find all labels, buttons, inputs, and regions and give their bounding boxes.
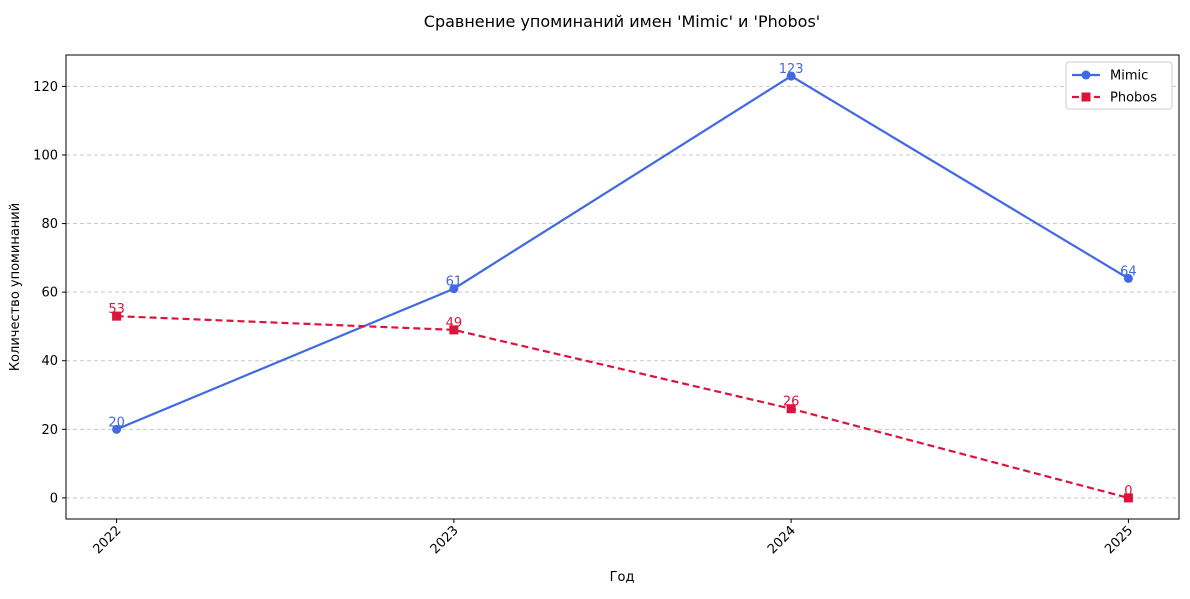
y-axis-label: Количество упоминаний [8, 203, 23, 371]
marker [449, 325, 459, 335]
marker [1123, 273, 1133, 283]
x-tick-label: 2024 [765, 523, 799, 557]
y-tick-label: 40 [41, 354, 58, 369]
x-tick-label: 2023 [428, 523, 462, 557]
data-label: 26 [783, 395, 800, 410]
marker [449, 284, 459, 294]
x-axis-label: Год [610, 570, 635, 585]
data-label: 0 [1124, 484, 1132, 499]
legend-label: Mimic [1110, 69, 1148, 84]
y-tick-label: 0 [50, 491, 58, 506]
x-tick-label: 2022 [90, 523, 124, 557]
plot-frame [65, 54, 1180, 520]
marker [1123, 493, 1133, 503]
y-tick-label: 120 [33, 80, 58, 95]
y-tick-label: 80 [41, 217, 58, 232]
legend-marker [1081, 92, 1091, 102]
data-label: 61 [446, 275, 463, 290]
legend-marker [1081, 70, 1091, 80]
chart-title: Сравнение упоминаний имен 'Mimic' и 'Pho… [424, 12, 820, 31]
marker [112, 311, 122, 321]
data-label: 53 [108, 302, 125, 317]
y-tick-label: 100 [33, 148, 58, 163]
marker [786, 71, 796, 81]
y-tick-label: 20 [41, 423, 58, 438]
x-tick-label: 2025 [1102, 523, 1136, 557]
legend-box [1065, 61, 1173, 110]
data-label: 20 [108, 415, 125, 430]
legend-label: Phobos [1110, 91, 1157, 106]
series-line [116, 315, 1129, 499]
marker [786, 404, 796, 414]
series-line [116, 74, 1129, 431]
marker [112, 424, 122, 434]
data-label: 64 [1120, 264, 1137, 279]
data-label: 49 [446, 316, 463, 331]
y-tick-label: 60 [41, 286, 58, 301]
data-label: 123 [779, 62, 804, 77]
